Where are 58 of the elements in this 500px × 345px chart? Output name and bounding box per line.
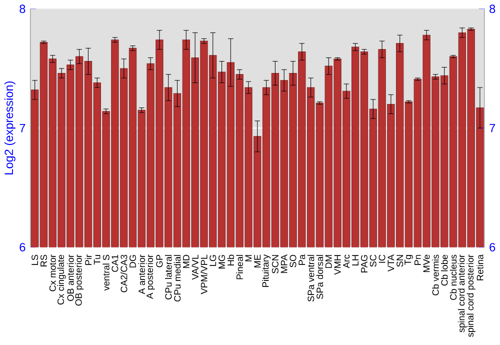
x-tick-label: Pituitary: [262, 254, 271, 287]
x-tick-label: Arc: [343, 254, 350, 268]
x-tick-label: LG: [210, 255, 216, 266]
x-tick-label: Pineal: [236, 255, 243, 280]
x-tick-label: OB posterior: [75, 254, 84, 306]
x-tick-label: M: [245, 255, 252, 262]
x-tick-label: MVe: [423, 254, 430, 272]
y-tick-label: 6: [20, 243, 26, 252]
x-tick-label: SPa ventral: [307, 255, 314, 302]
x-tick-label: SN: [396, 255, 404, 267]
x-tick-label: spinal cord posterior: [466, 254, 476, 338]
x-tick-label: Tg: [404, 255, 413, 266]
x-tick-label: Hb: [227, 254, 234, 266]
x-tick-label: SO: [290, 254, 296, 268]
x-tick-label: Cb nucleus: [450, 254, 457, 300]
x-tick-label: DG: [130, 255, 136, 268]
x-tick-label: DM: [325, 255, 332, 268]
x-tick-label: Retina: [476, 254, 484, 280]
x-tick-label: MPA: [280, 254, 288, 274]
x-tick-label: VTA: [388, 254, 394, 272]
x-tick-label: ME: [254, 254, 261, 268]
x-tick-label: Tu: [94, 255, 100, 265]
x-tick-label: ventral S: [102, 254, 110, 291]
x-tick-label: SPa dorsal: [316, 255, 324, 300]
y2-tick-label: 8: [490, 4, 496, 14]
x-tick-label: CA1: [112, 254, 118, 272]
x-tick-label: CPu lateral: [165, 255, 172, 300]
x-tick-label: VMH: [334, 255, 341, 275]
x-tick-label: Pn: [414, 255, 421, 266]
x-tick-label: spinal cord anterior: [458, 254, 466, 332]
x-tick-label: Pa: [298, 254, 306, 266]
x-tick-label: OB anterior: [67, 254, 74, 302]
x-tick-label: LH: [352, 255, 358, 266]
x-tick-label: CPu medial: [174, 255, 181, 302]
x-tick-label: VPM/VPL: [200, 254, 208, 294]
y2-tick-label: 6: [490, 243, 496, 252]
x-tick-label: Cx motor: [49, 254, 56, 292]
y-tick-label: 7: [20, 124, 26, 132]
x-tick-label: A anterior: [138, 254, 146, 294]
y2-tick-label: 7: [490, 124, 496, 132]
x-tick-label: Cb lobe: [440, 254, 448, 286]
x-tick-label: Cb vermis: [432, 254, 439, 296]
x-tick-label: Cx cingulate: [57, 254, 66, 305]
x-tick-label: VA/VL: [192, 254, 198, 280]
x-tick-label: LS: [32, 254, 38, 266]
x-tick-label: MD: [183, 254, 190, 268]
x-tick-label: MG: [218, 255, 226, 269]
x-tick-label: SCN: [272, 255, 278, 274]
y-axis-title: Log2 (expression): [4, 82, 16, 175]
y-tick-label: 8: [20, 4, 26, 14]
x-tick-label: SC: [370, 254, 376, 267]
x-tick-label: IC: [378, 254, 386, 263]
x-tick-label: Pir: [84, 254, 92, 266]
x-tick-label: PAG: [360, 255, 368, 273]
x-tick-label: CA2/CA3: [120, 254, 128, 292]
x-tick-label: GP: [156, 255, 163, 268]
x-tick-label: RS: [40, 254, 47, 267]
x-tick-label: A posterior: [146, 254, 155, 299]
